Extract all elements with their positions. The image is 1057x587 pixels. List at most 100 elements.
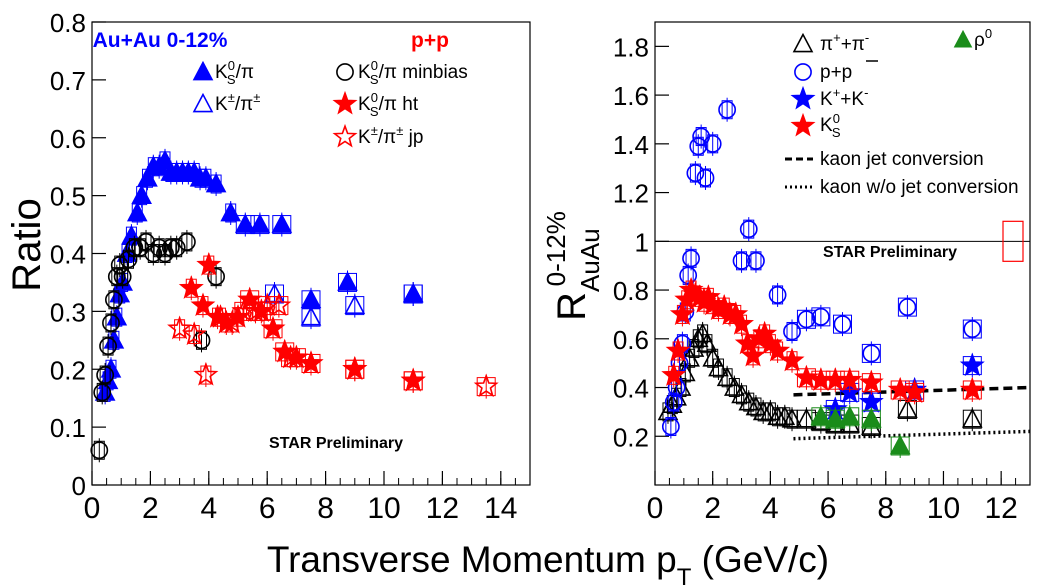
data-point xyxy=(177,233,196,251)
legend-marker-kpm-pi xyxy=(192,92,214,113)
data-point xyxy=(837,367,863,391)
legend-nojet: kaon w/o jet conversion xyxy=(820,177,1019,198)
data-point xyxy=(861,408,882,428)
data-point xyxy=(664,393,683,412)
data-point xyxy=(234,213,256,233)
legend-ks: K0 S xyxy=(820,111,841,140)
legend-ks-pi-ht: K0 S/π ht xyxy=(358,90,419,119)
data-point xyxy=(207,267,226,286)
data-point xyxy=(193,361,219,386)
data-point xyxy=(839,405,861,426)
data-point xyxy=(887,376,913,401)
axis-labels: Transverse Momentum pT (GeV/c) Ratio RAu… xyxy=(5,198,829,587)
legend-jet: kaon jet conversion xyxy=(820,149,984,170)
data-point xyxy=(781,408,803,428)
data-point xyxy=(219,309,245,334)
data-point xyxy=(106,306,128,326)
right-x-tick-label: 10 xyxy=(927,492,960,525)
legend-marker-ht xyxy=(332,90,358,115)
data-point xyxy=(897,398,918,418)
data-point xyxy=(747,251,765,270)
y-axis-label-left: Ratio xyxy=(5,198,49,291)
legend-ppbar: p+p xyxy=(820,62,852,83)
legend-kpm-pi-jp: K±/π± jp xyxy=(358,123,423,148)
data-point xyxy=(337,271,358,291)
legend-marker-ks-pi xyxy=(192,60,214,81)
data-point xyxy=(300,306,322,326)
data-point xyxy=(113,267,132,286)
data-point xyxy=(703,134,722,153)
data-point xyxy=(732,251,751,270)
legend-marker-jp xyxy=(332,123,358,148)
data-point xyxy=(889,434,911,455)
data-point xyxy=(102,314,120,332)
left-y-tick-label: 0.8 xyxy=(50,8,86,38)
group-label-pp: p+p xyxy=(411,29,449,52)
legend-kpm-pi-auau: K±/π± xyxy=(215,90,260,115)
data-point xyxy=(110,256,129,274)
normalization-uncertainty-box xyxy=(1002,220,1024,262)
data-point xyxy=(696,169,715,187)
data-point xyxy=(797,310,816,329)
left-y-tick-label: 0.6 xyxy=(50,124,86,154)
curve-dotted xyxy=(793,429,1031,441)
data-point xyxy=(196,251,222,276)
right-y-tick-label: 0.8 xyxy=(613,276,649,306)
legend-kk: K++K- xyxy=(820,85,868,110)
left-x-tick-label: 10 xyxy=(367,492,400,525)
legend-rho: ρ0 xyxy=(974,26,992,51)
data-point xyxy=(716,366,738,387)
data-point xyxy=(161,238,180,257)
data-point xyxy=(768,286,787,304)
data-point xyxy=(689,137,708,156)
data-point xyxy=(190,292,216,317)
left-y-tick-label: 0 xyxy=(72,471,86,501)
left-x-tick-label: 6 xyxy=(259,492,276,525)
data-point xyxy=(195,167,217,187)
data-point xyxy=(669,301,695,326)
data-point xyxy=(779,347,805,372)
right-y-tick-label: 1.2 xyxy=(613,179,649,209)
data-point xyxy=(167,238,186,257)
data-point xyxy=(824,408,846,428)
data-point xyxy=(167,315,193,340)
data-point xyxy=(96,366,115,384)
data-point xyxy=(266,292,292,317)
data-point xyxy=(119,250,138,269)
data-point xyxy=(961,408,983,428)
data-point xyxy=(300,288,322,309)
right-x-tick-label: 12 xyxy=(984,492,1017,525)
left-y-tick-label: 0.1 xyxy=(50,413,86,443)
legend-pipi: π++π- xyxy=(820,30,869,55)
data-point xyxy=(740,342,766,367)
data-point xyxy=(959,376,985,401)
x-axis-label: Transverse Momentum pT (GeV/c) xyxy=(267,539,829,587)
data-point xyxy=(249,213,271,233)
left-x-tick-label: 14 xyxy=(484,492,517,525)
left-x-tick-label: 0 xyxy=(84,492,101,525)
right-y-tick-label: 1.8 xyxy=(613,32,649,62)
right-x-tick-label: 2 xyxy=(704,492,721,525)
left-panel: 0 2 4 6 8 10 12 14 0 0.1 0.2 0.3 0.4 0.5 0.6 0.7 0.8 xyxy=(50,8,531,525)
legend-left: Au+Au 0-12% p+p K0 S/π K±/π± K0 S/π minbia… xyxy=(93,29,468,452)
data-point xyxy=(107,267,126,286)
data-point xyxy=(959,352,985,377)
right-y-tick-label: 1.4 xyxy=(613,130,649,160)
left-y-tick-label: 0.4 xyxy=(50,240,86,270)
right-y-tick-label: 1.6 xyxy=(613,81,649,111)
data-point xyxy=(103,329,125,349)
left-x-tick-label: 4 xyxy=(200,492,217,525)
data-point xyxy=(729,311,754,335)
data-point xyxy=(150,238,169,257)
data-point xyxy=(665,337,691,362)
data-point xyxy=(100,358,122,378)
data-point xyxy=(783,322,801,341)
data-point xyxy=(862,344,881,363)
legend-right: π++π- p+p K++K- K0 S ρ0 kaon jet conversi… xyxy=(785,26,1024,262)
legend-marker-pipi xyxy=(792,32,814,53)
right-y-tick-label: 0.4 xyxy=(613,374,649,404)
data-point xyxy=(718,100,737,119)
data-point xyxy=(260,315,286,340)
data-point xyxy=(739,220,758,239)
